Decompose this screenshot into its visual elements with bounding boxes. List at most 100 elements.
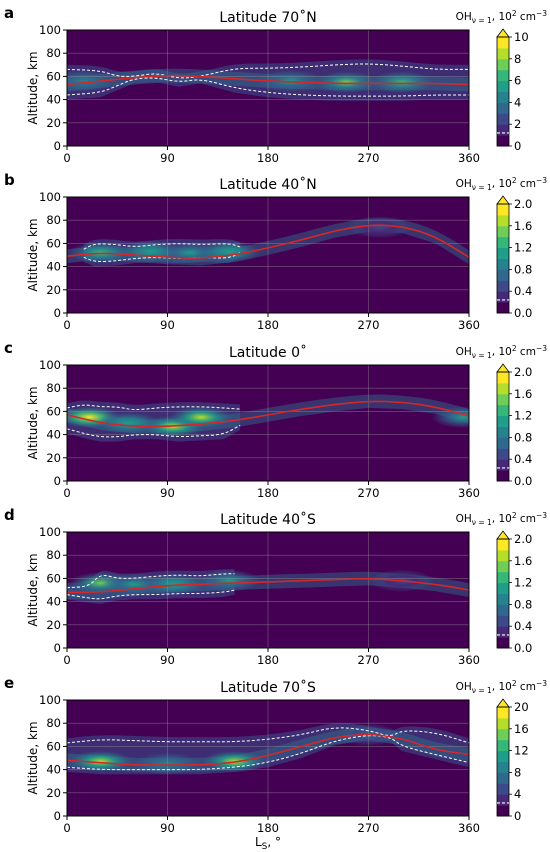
peak-altitude-line	[67, 74, 469, 86]
y-axis-label: Altitude, km	[26, 721, 40, 794]
colorbar-tick-label: 0.4	[514, 452, 532, 466]
y-tick-label: 60	[46, 236, 61, 250]
peak-altitude-line	[67, 400, 469, 428]
grid	[67, 30, 469, 146]
y-tick-label: 80	[46, 716, 61, 730]
colorbar-tick-label: 1.2	[514, 409, 532, 423]
colorbar-tick-label: 1.2	[514, 241, 532, 255]
colorbar-tick-label: 0.8	[514, 430, 532, 444]
x-tick-label: 270	[358, 486, 380, 500]
colorbar-segment	[497, 717, 509, 730]
colorbar-segment	[497, 604, 509, 616]
panel-title: Latitude 70˚N	[219, 9, 316, 26]
colorbar-segment	[497, 539, 509, 551]
x-tick-label: 0	[63, 653, 70, 667]
colorbar-segment	[497, 269, 509, 281]
x-tick-label: 0	[63, 318, 70, 332]
x-tick-label: 180	[257, 318, 279, 332]
colorbar-segment	[497, 560, 509, 573]
colorbar-tick-label: 1.2	[514, 576, 532, 590]
y-tick-label: 40	[46, 93, 61, 107]
panel-letter: a	[4, 4, 14, 22]
colorbar-tick-label: 12	[514, 744, 529, 758]
y-axis-label: Altitude, km	[26, 218, 40, 291]
contour-lower	[67, 77, 469, 97]
colorbar-tick-label: 1.6	[514, 554, 532, 568]
x-tick-label: 0	[63, 151, 70, 165]
emission-hotspot	[347, 216, 412, 239]
x-tick-label: 180	[257, 486, 279, 500]
y-axis-label: Altitude, km	[26, 51, 40, 124]
y-tick-label: 60	[46, 69, 61, 83]
x-axis-label: LS, °	[255, 835, 281, 852]
emission-hotspot	[196, 569, 261, 592]
x-tick-label: 360	[458, 486, 480, 500]
y-tick-label: 80	[46, 548, 61, 562]
panel-title: Latitude 40˚N	[219, 176, 316, 193]
x-tick-label: 180	[257, 151, 279, 165]
colorbar-segment	[497, 448, 509, 460]
colorbar-segment	[497, 214, 509, 227]
colorbar-segment	[497, 593, 509, 605]
colorbar-segment	[497, 47, 509, 60]
y-tick-label: 40	[46, 763, 61, 777]
y-tick-label: 100	[39, 190, 61, 204]
x-tick-label: 0	[63, 486, 70, 500]
colorbar-segment	[497, 58, 509, 71]
colorbar-tick-label: 2.0	[514, 365, 532, 379]
y-tick-label: 20	[46, 116, 61, 130]
colorbar-segment	[497, 291, 509, 303]
colorbar-tick-label: 0.0	[514, 474, 532, 488]
y-tick-label: 60	[46, 571, 61, 585]
colorbar-segment	[497, 794, 509, 806]
colorbar-segment	[497, 750, 509, 762]
colorbar-segment	[497, 426, 509, 438]
x-tick-label: 360	[458, 151, 480, 165]
colorbar-tick-label: 2.0	[514, 197, 532, 211]
y-tick-label: 80	[46, 381, 61, 395]
colorbar-label: OHν = 1, 102 cm−3	[456, 176, 548, 192]
peak-altitude-line	[67, 224, 469, 259]
colorbar-segment	[497, 615, 509, 627]
y-tick-label: 20	[46, 283, 61, 297]
colorbar-extend-arrow	[496, 363, 510, 373]
colorbar-segment	[497, 772, 509, 784]
colorbar-segment	[497, 382, 509, 395]
contour-upper	[67, 63, 469, 79]
emission-hotspot	[68, 750, 133, 773]
colorbar-tick-label: 8	[514, 765, 521, 779]
colorbar-segment	[497, 728, 509, 741]
contour-upper	[67, 573, 235, 589]
y-tick-label: 40	[46, 595, 61, 609]
panel-d: d Latitude 40˚S OHν = 1, 102 cm−3 0 90 180 270…	[4, 506, 547, 667]
x-tick-label: 360	[458, 318, 480, 332]
panel-a: a Latitude 70˚N OHν = 1, 102 cm−3 0 90 180 270…	[4, 4, 547, 165]
colorbar-segment	[497, 247, 509, 259]
colorbar-extend-arrow	[496, 195, 510, 205]
emission-hotspot	[431, 406, 469, 429]
colorbar-tick-label: 0.0	[514, 306, 532, 320]
colorbar-tick-label: 10	[514, 30, 529, 44]
y-tick-label: 20	[46, 618, 61, 632]
y-tick-label: 40	[46, 428, 61, 442]
colorbar-tick-label: 0.0	[514, 641, 532, 655]
y-tick-label: 100	[39, 525, 61, 539]
colorbar-extend-arrow	[496, 28, 510, 38]
y-tick-label: 40	[46, 260, 61, 274]
emission-hotspot	[67, 70, 116, 93]
colorbar-tick-label: 1.6	[514, 387, 532, 401]
x-tick-label: 270	[358, 653, 380, 667]
y-tick-label: 0	[54, 306, 61, 320]
colorbar-segment	[497, 113, 509, 125]
colorbar-tick-label: 0.8	[514, 597, 532, 611]
colorbar-segment	[497, 69, 509, 82]
x-tick-label: 90	[160, 318, 175, 332]
colorbar-tick-label: 20	[514, 700, 529, 714]
colorbar-segment	[497, 302, 509, 314]
y-tick-label: 80	[46, 213, 61, 227]
y-tick-label: 60	[46, 739, 61, 753]
x-tick-label: 270	[358, 821, 380, 835]
grid	[67, 365, 469, 481]
x-tick-label: 90	[160, 653, 175, 667]
colorbar-tick-label: 4	[514, 787, 521, 801]
